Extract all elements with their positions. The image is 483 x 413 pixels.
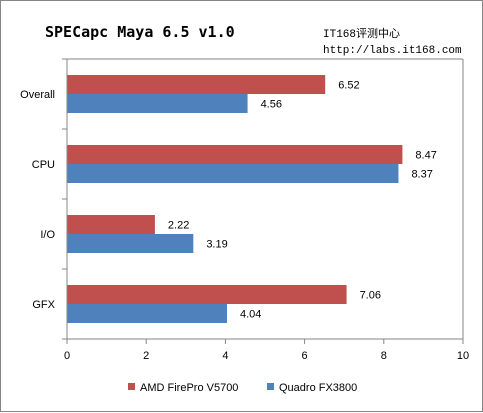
x-tick-label-8: 8 (381, 350, 387, 362)
category-label-gfx: GFX (32, 299, 55, 311)
data-labels-group: 6.52 4.56 8.47 8.37 2.22 3.19 7.06 4.04 (168, 80, 437, 321)
data-label-i-o-quadro-fx3800: 3.19 (206, 239, 227, 251)
bar-gfx-amd-firepro-v5700 (67, 285, 347, 304)
x-tick-label-10: 10 (457, 350, 469, 362)
axes-group: Overall CPU I/O GFX 0 2 4 6 8 10 (20, 58, 469, 362)
legend-label-quadro-fx3800: Quadro FX3800 (279, 382, 357, 394)
bar-i-o-quadro-fx3800 (67, 234, 194, 253)
bar-gfx-quadro-fx3800 (67, 304, 227, 323)
legend-swatch-quadro-fx3800 (267, 383, 274, 390)
bar-cpu-amd-firepro-v5700 (67, 145, 403, 164)
legend-label-amd-firepro-v5700: AMD FirePro V5700 (140, 382, 238, 394)
x-tick-label-0: 0 (64, 350, 70, 362)
bar-cpu-quadro-fx3800 (67, 164, 399, 183)
data-label-gfx-quadro-fx3800: 4.04 (240, 309, 261, 321)
x-tick-label-2: 2 (143, 350, 149, 362)
category-label-cpu: CPU (32, 159, 55, 171)
bar-overall-amd-firepro-v5700 (67, 75, 326, 94)
legend-swatch-amd-firepro-v5700 (128, 383, 135, 390)
category-label-i-o: I/O (40, 229, 55, 241)
data-label-overall-quadro-fx3800: 4.56 (261, 99, 282, 111)
data-label-cpu-quadro-fx3800: 8.37 (411, 169, 432, 181)
data-label-overall-amd-firepro-v5700: 6.52 (338, 80, 359, 92)
data-label-cpu-amd-firepro-v5700: 8.47 (415, 150, 436, 162)
watermark-line-2: http://labs.it168.com (323, 45, 462, 57)
bar-overall-quadro-fx3800 (67, 94, 248, 113)
data-label-i-o-amd-firepro-v5700: 2.22 (168, 220, 189, 232)
data-label-gfx-amd-firepro-v5700: 7.06 (360, 290, 381, 302)
x-tick-label-6: 6 (302, 350, 308, 362)
watermark-line-1: IT168评测中心 (323, 27, 400, 41)
chart-title: SPECapc Maya 6.5 v1.0 (45, 23, 235, 41)
category-label-overall: Overall (20, 89, 55, 101)
bar-i-o-amd-firepro-v5700 (67, 215, 155, 234)
x-tick-label-4: 4 (222, 350, 228, 362)
bars-group (67, 75, 403, 323)
legend: AMD FirePro V5700 Quadro FX3800 (128, 382, 357, 394)
